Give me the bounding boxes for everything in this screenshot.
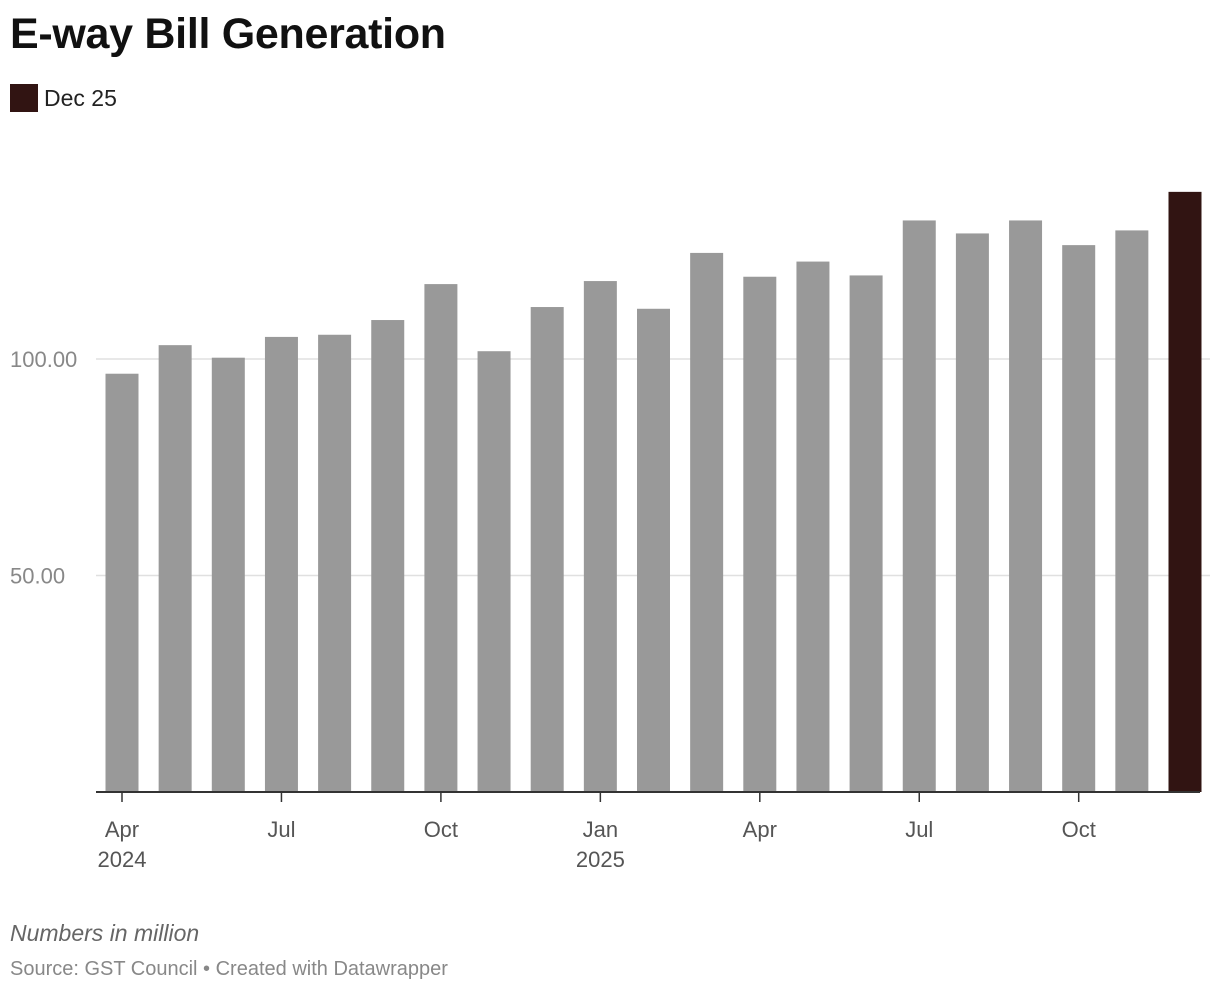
bar <box>849 275 883 792</box>
bar <box>902 220 936 792</box>
bar <box>637 308 670 792</box>
bar <box>105 373 139 792</box>
y-tick-label: 50.00 <box>10 564 65 589</box>
chart-note: Numbers in million <box>10 920 200 946</box>
bar <box>264 336 298 792</box>
bar <box>1062 245 1096 793</box>
x-tick-label: Apr <box>105 817 139 842</box>
bar <box>424 284 458 792</box>
bar <box>530 307 564 792</box>
bar <box>955 233 989 792</box>
x-tick-label: Jul <box>905 817 933 842</box>
bar <box>371 320 405 792</box>
y-tick-label: 100.00 <box>10 347 77 372</box>
bar <box>1009 220 1043 792</box>
legend-label: Dec 25 <box>44 84 117 111</box>
x-tick-label: Jan <box>583 817 618 842</box>
legend-swatch <box>10 84 38 112</box>
bar <box>583 281 617 792</box>
x-tick-year-label: 2024 <box>98 847 147 872</box>
x-tick-label: Oct <box>1062 817 1096 842</box>
bar <box>211 357 245 792</box>
x-tick-year-label: 2025 <box>576 847 625 872</box>
chart-title: E-way Bill Generation <box>10 10 446 58</box>
legend: Dec 25 <box>10 84 117 112</box>
bar <box>1115 230 1149 793</box>
bar <box>796 261 830 792</box>
bar <box>158 345 192 792</box>
x-tick-label: Jul <box>267 817 295 842</box>
bar <box>743 276 777 793</box>
bar <box>690 252 724 793</box>
bar <box>1168 191 1202 792</box>
bar <box>477 351 511 792</box>
chart-source: Source: GST Council • Created with Dataw… <box>10 958 448 980</box>
x-tick-label: Oct <box>424 817 458 842</box>
bar <box>318 334 352 792</box>
x-tick-label: Apr <box>743 817 777 842</box>
